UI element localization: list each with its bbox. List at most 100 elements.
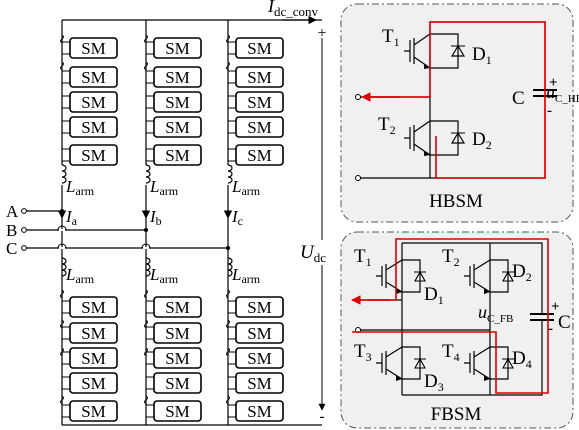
- phase-terminal-label: B: [6, 221, 17, 240]
- hbsm-panel-background: [340, 3, 574, 223]
- hbsm-panel: T1 T2 D1 D2 C uC_HB + - HBSM: [340, 3, 579, 223]
- submodule-label: SM: [165, 402, 190, 421]
- hbsm-diode-d1: [450, 44, 466, 57]
- submodule: [69, 372, 118, 394]
- submodule-label: SM: [165, 374, 190, 393]
- phase-current-label: Ib: [149, 207, 162, 228]
- submodule-label: SM: [165, 324, 190, 343]
- submodule-label: SM: [247, 349, 272, 368]
- phase-terminal-label: A: [6, 202, 19, 221]
- submodule-label: SM: [247, 118, 272, 137]
- submodule-label: SM: [81, 298, 106, 317]
- dc-plus-sign: +: [317, 25, 326, 42]
- submodule-label: SM: [165, 39, 190, 58]
- arm-inductor-label: Larm: [231, 265, 261, 286]
- submodule: [153, 400, 202, 422]
- submodule-label: SM: [165, 68, 190, 87]
- arm-inductor-label: Larm: [65, 177, 95, 198]
- submodule: [153, 347, 202, 369]
- submodule: [153, 322, 202, 344]
- submodule-label: SM: [165, 93, 190, 112]
- submodule: [69, 347, 118, 369]
- fbsm-title: FBSM: [431, 404, 482, 425]
- submodule: [69, 66, 118, 88]
- submodule-label: SM: [247, 93, 272, 112]
- submodule-label: SM: [247, 39, 272, 58]
- submodule: [153, 116, 202, 138]
- submodule: [235, 400, 284, 422]
- submodule-label: SM: [165, 118, 190, 137]
- fbsm-igbt-t2: [464, 259, 491, 294]
- submodule-label: SM: [247, 146, 272, 165]
- submodule-label: SM: [247, 402, 272, 421]
- fbsm-d2-label: D2: [512, 261, 532, 284]
- submodule-label: SM: [81, 324, 106, 343]
- dc-minus-sign: -: [319, 408, 324, 425]
- arm-inductor-label: Larm: [65, 265, 95, 286]
- fbsm-diode-d4: [502, 357, 514, 369]
- hbsm-capacitor-label: C: [512, 88, 525, 109]
- hbsm-diode-wires: [430, 33, 459, 156]
- submodule-label: SM: [247, 374, 272, 393]
- fbsm-t4-label: T4: [442, 341, 460, 364]
- fbsm-d3-label: D3: [424, 371, 444, 394]
- hbsm-terminal-top: [355, 94, 361, 100]
- fbsm-diode-d2: [502, 270, 514, 282]
- hbsm-igbt-t1: [404, 33, 431, 69]
- phase-current-label: Ic: [231, 207, 243, 228]
- submodule: [235, 322, 284, 344]
- submodule-label: SM: [247, 68, 272, 87]
- fbsm-minus-sign: -: [548, 321, 553, 337]
- hbsm-voltage-label: uC_HB: [546, 82, 579, 105]
- submodule-label: SM: [247, 298, 272, 317]
- submodule: [69, 400, 118, 422]
- phase-terminal: [21, 245, 27, 251]
- submodule: [153, 66, 202, 88]
- submodule: [69, 37, 118, 59]
- submodule-label: SM: [81, 146, 106, 165]
- fbsm-d4-label: D4: [512, 348, 532, 371]
- submodule: [235, 66, 284, 88]
- fbsm-diode-d3: [414, 357, 426, 369]
- hbsm-terminal-bottom: [355, 175, 361, 181]
- fbsm-igbt-t3: [376, 346, 403, 381]
- submodule: [69, 296, 118, 318]
- fbsm-capacitor: [530, 310, 554, 330]
- submodule: [235, 372, 284, 394]
- phase-current-label: Ia: [65, 207, 78, 228]
- arm-inductor-label: Larm: [149, 177, 179, 198]
- arm-inductor-label: Larm: [149, 265, 179, 286]
- submodule-label: SM: [165, 298, 190, 317]
- submodule: [153, 37, 202, 59]
- mmc-converter: SM SM SM SM SM SM SM SM SM SM Larm Larm Ia SM SM SM SM SM…: [6, 0, 327, 426]
- submodule: [153, 144, 202, 166]
- fbsm-current-path: [352, 238, 549, 394]
- dc-voltage-label: Udc: [300, 242, 326, 265]
- submodule-label: SM: [81, 68, 106, 87]
- hbsm-t2-label: T2: [378, 114, 396, 137]
- phase-terminal-label: C: [6, 239, 17, 258]
- hbsm-igbt-t2: [404, 120, 431, 156]
- fbsm-igbt-t1: [376, 259, 403, 294]
- submodule-label: SM: [247, 324, 272, 343]
- submodule-label: SM: [81, 118, 106, 137]
- submodule-label: SM: [81, 402, 106, 421]
- submodule: [69, 91, 118, 113]
- hbsm-current-path: [368, 21, 546, 179]
- submodule: [69, 116, 118, 138]
- converter-leg-b: SM SM SM SM SM SM SM SM SM SM Larm Larm Ib: [141, 20, 202, 425]
- fbsm-t3-label: T3: [354, 341, 372, 364]
- fbsm-capacitor-label: C: [558, 312, 571, 333]
- hbsm-minus-sign: -: [547, 103, 552, 119]
- fbsm-plus-sign: +: [551, 299, 560, 315]
- submodule-label: SM: [81, 93, 106, 112]
- fbsm-t2-label: T2: [442, 246, 460, 269]
- submodule: [69, 322, 118, 344]
- hbsm-diode-d2: [450, 131, 466, 144]
- submodule: [153, 296, 202, 318]
- hbsm-title: HBSM: [429, 191, 483, 212]
- submodule-label: SM: [81, 349, 106, 368]
- converter-leg-c: SM SM SM SM SM SM SM SM SM SM Larm Larm Ic: [223, 20, 284, 425]
- dc-current-label: Idc_conv: [267, 0, 319, 19]
